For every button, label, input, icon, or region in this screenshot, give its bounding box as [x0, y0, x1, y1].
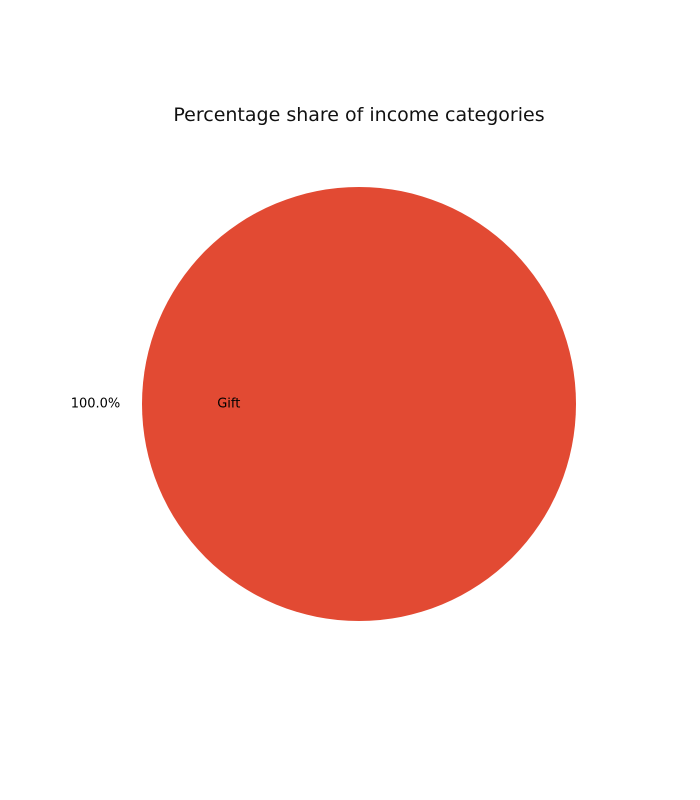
pie-labels: 100.0% Gift [71, 397, 241, 412]
pie-slice-gift [142, 187, 576, 621]
pie-slices [142, 187, 576, 621]
chart-title: Percentage share of income categories [173, 104, 545, 126]
slice-percent-label: 100.0% [71, 397, 121, 412]
slice-category-label: Gift [217, 397, 240, 412]
